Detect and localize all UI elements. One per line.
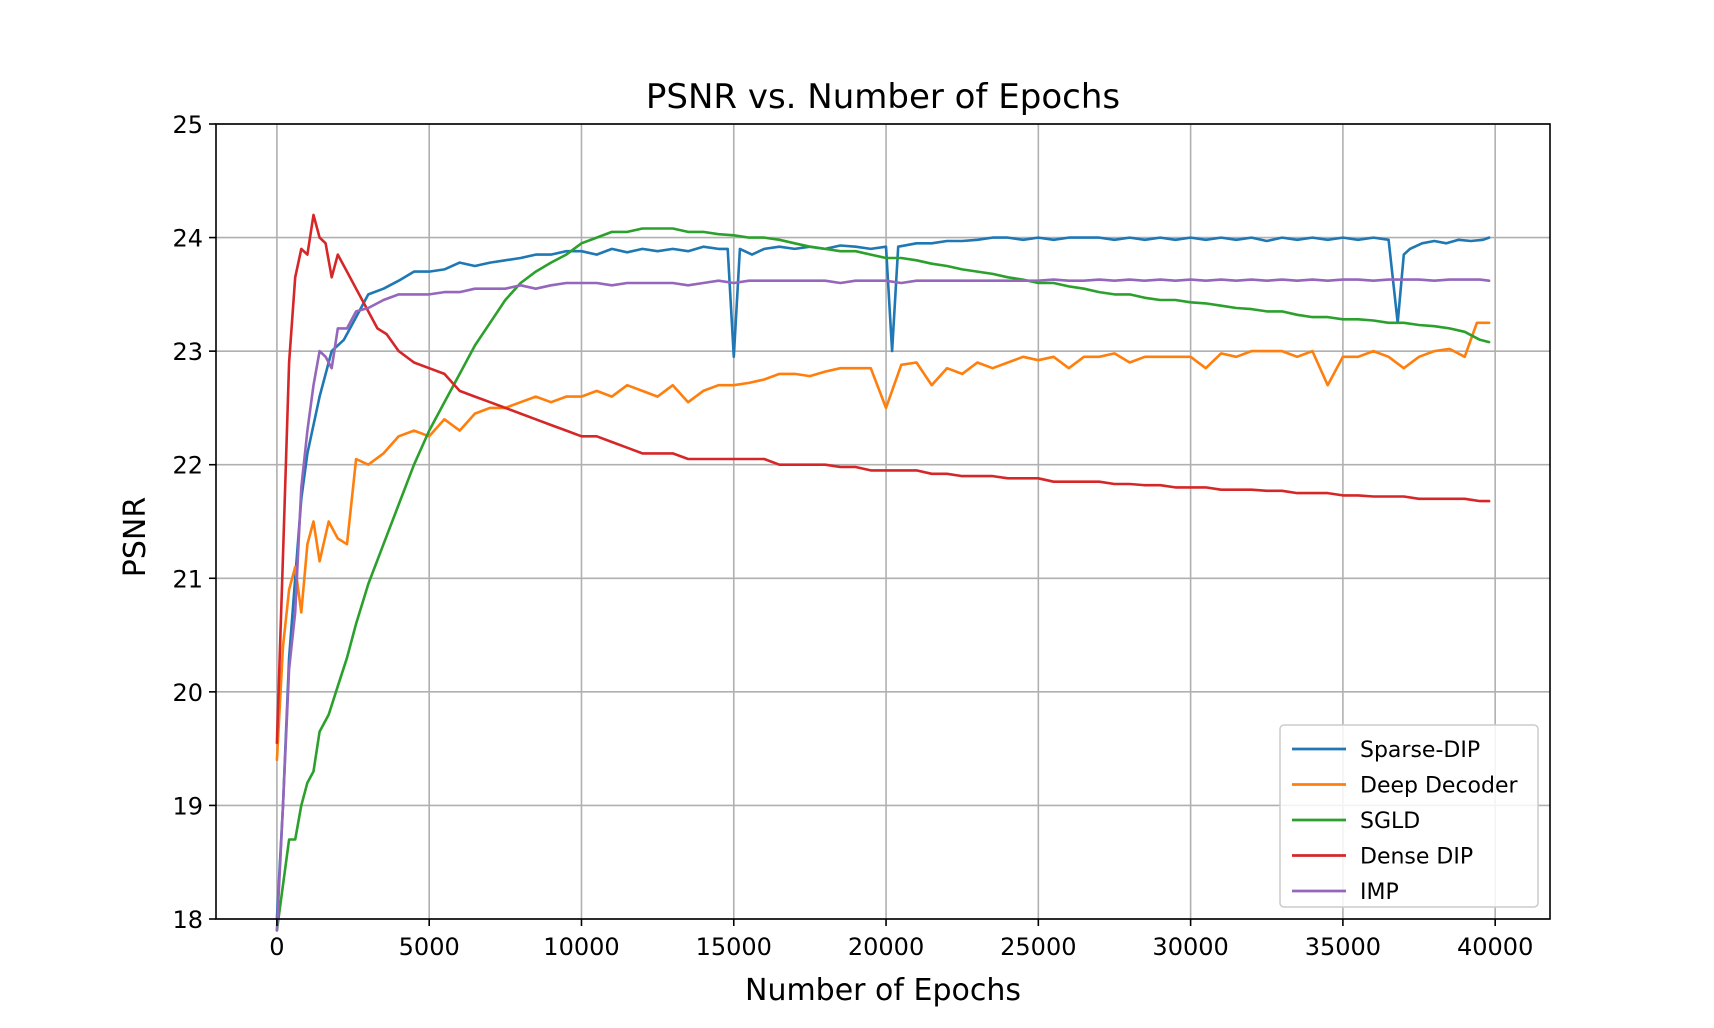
- x-tick-label: 10000: [543, 933, 619, 961]
- y-axis-label: PSNR: [118, 497, 153, 577]
- chart-title: PSNR vs. Number of Epochs: [646, 77, 1120, 117]
- x-tick-label: 20000: [848, 933, 924, 961]
- legend-label: SGLD: [1360, 809, 1420, 834]
- x-tick-label: 40000: [1457, 933, 1533, 961]
- legend-item-deep-decoder: Deep Decoder: [1292, 774, 1519, 799]
- x-tick-label: 30000: [1152, 933, 1228, 961]
- x-tick-label: 25000: [1000, 933, 1076, 961]
- y-tick-label: 21: [172, 565, 203, 593]
- legend-item-dense-dip: Dense DIP: [1292, 845, 1473, 870]
- y-tick-label: 23: [172, 338, 203, 366]
- y-tick-label: 25: [172, 111, 203, 139]
- legend-label: Sparse-DIP: [1360, 738, 1480, 763]
- legend-item-sparse-dip: Sparse-DIP: [1292, 738, 1480, 763]
- x-tick-label: 0: [269, 933, 284, 961]
- plot-frame: [215, 123, 1551, 920]
- series-line-sgld: [275, 227, 1491, 932]
- legend-label: Deep Decoder: [1360, 774, 1519, 799]
- x-tick-label: 35000: [1305, 933, 1381, 961]
- series-line-imp: [275, 278, 1491, 932]
- y-tick-label: 24: [172, 225, 203, 253]
- x-axis-label: Number of Epochs: [745, 973, 1021, 1008]
- axis-ticks: 0 5000 10000 15000 20000 25000 30000 35000 40000…: [172, 111, 1533, 961]
- y-tick-label: 22: [172, 452, 203, 480]
- x-tick-label: 5000: [399, 933, 460, 961]
- x-tick-label: 15000: [696, 933, 772, 961]
- y-tick-label: 20: [172, 679, 203, 707]
- legend-label: Dense DIP: [1360, 845, 1473, 870]
- series-line-deep-decoder: [275, 321, 1491, 762]
- series-line-dense-dip: [275, 213, 1491, 745]
- legend-box: [1279, 724, 1539, 908]
- legend-item-sgld: SGLD: [1292, 809, 1420, 834]
- y-tick-label: 19: [172, 792, 203, 820]
- series-line-sparse-dip: [275, 236, 1491, 921]
- series-lines: [275, 213, 1491, 932]
- legend: Sparse-DIP Deep Decoder SGLD Dense DIP IMP: [1279, 724, 1539, 908]
- legend-item-imp: IMP: [1292, 880, 1399, 905]
- legend-label: IMP: [1360, 880, 1399, 905]
- y-tick-label: 18: [172, 906, 203, 934]
